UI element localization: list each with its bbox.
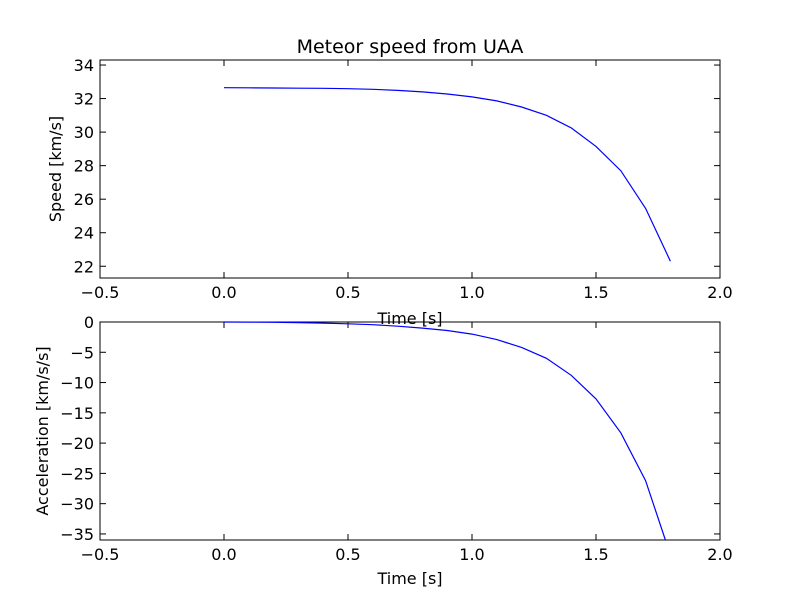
speed-xtick-label: 1.5 bbox=[583, 283, 608, 302]
speed-xtick-label: 1.0 bbox=[459, 283, 484, 302]
acceleration-xtick-label: −0.5 bbox=[81, 545, 120, 564]
acceleration-series bbox=[223, 321, 666, 541]
speed-ytick-label: 28 bbox=[74, 157, 94, 176]
speed-ytick-label: 22 bbox=[74, 257, 94, 276]
acceleration-ytick-label: −15 bbox=[60, 404, 94, 423]
speed-xtick-label: −0.5 bbox=[81, 283, 120, 302]
acceleration-ytick-label: −25 bbox=[60, 464, 94, 483]
speed-ylabel: Speed [km/s] bbox=[46, 116, 65, 222]
speed-plot-frame bbox=[99, 59, 721, 279]
speed-ytick-label: 34 bbox=[74, 56, 94, 75]
acceleration-ytick-label: 0 bbox=[84, 313, 94, 332]
speed-xtick-label: 0.0 bbox=[211, 283, 236, 302]
acceleration-xtick-label: 0.5 bbox=[335, 545, 360, 564]
speed-ytick-label: 32 bbox=[74, 90, 94, 109]
speed-xtick-label: 0.5 bbox=[335, 283, 360, 302]
acceleration-ticks: −0.5 0.0 0.5 1.0 1.5 2.0 0 −5 −10 −15 −20 −25 −30 −35 bbox=[60, 313, 732, 564]
speed-ticks: −0.5 0.0 0.5 1.0 1.5 2.0 22 24 26 28 30 32 34 bbox=[74, 56, 733, 302]
speed-ytick-label: 26 bbox=[74, 190, 94, 209]
chart-title: Meteor speed from UAA bbox=[297, 36, 524, 58]
acceleration-ytick-label: −10 bbox=[60, 374, 94, 393]
acceleration-xtick-label: 1.0 bbox=[459, 545, 484, 564]
acceleration-line bbox=[223, 321, 666, 541]
acceleration-ytick-label: −20 bbox=[60, 434, 94, 453]
acceleration-xtick-label: 2.0 bbox=[707, 545, 732, 564]
speed-ytick-label: 30 bbox=[74, 123, 94, 142]
speed-plot: −0.5 0.0 0.5 1.0 1.5 2.0 22 24 26 28 30 32 34 Time [… bbox=[46, 56, 733, 328]
acceleration-ytick-label: −30 bbox=[60, 495, 94, 514]
acceleration-ytick-label: −5 bbox=[70, 343, 94, 362]
acceleration-xtick-label: 1.5 bbox=[583, 545, 608, 564]
speed-series bbox=[223, 87, 671, 262]
acceleration-ytick-label: −35 bbox=[60, 525, 94, 544]
acceleration-plot-frame bbox=[99, 321, 721, 541]
speed-ytick-label: 24 bbox=[74, 224, 94, 243]
acceleration-plot: −0.5 0.0 0.5 1.0 1.5 2.0 0 −5 −10 −15 −20 −25 −30 −35… bbox=[33, 313, 733, 588]
acceleration-xlabel: Time [s] bbox=[376, 569, 442, 588]
speed-xtick-label: 2.0 bbox=[707, 283, 732, 302]
speed-line bbox=[223, 87, 671, 262]
acceleration-xtick-label: 0.0 bbox=[211, 545, 236, 564]
speed-xlabel: Time [s] bbox=[376, 309, 442, 328]
acceleration-ylabel: Acceleration [km/s/s] bbox=[33, 346, 52, 515]
